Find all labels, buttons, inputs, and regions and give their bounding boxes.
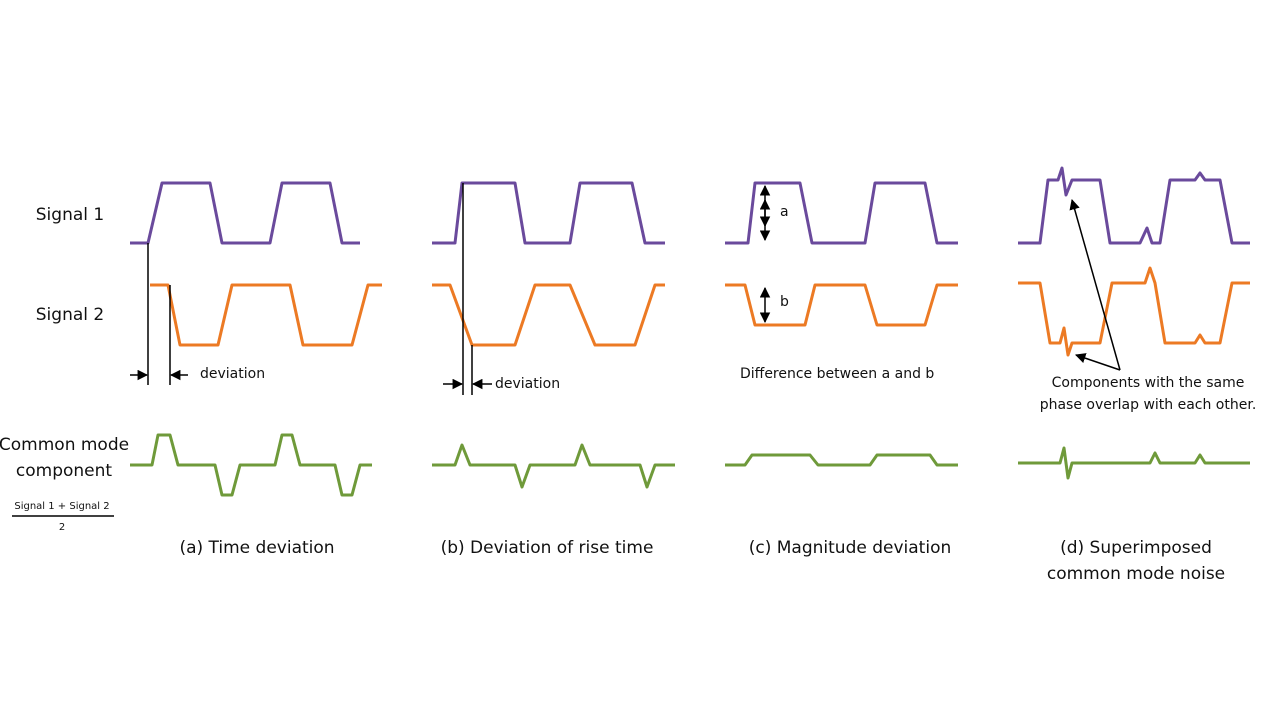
- signal1-wave: [725, 181, 958, 245]
- signal2-wave: [725, 283, 958, 327]
- signal2-wave: [150, 283, 382, 347]
- signal1-wave: [130, 181, 360, 245]
- annotation: Difference between a and b: [740, 366, 934, 382]
- label-a: a: [780, 204, 789, 220]
- common-wave: [130, 433, 372, 497]
- annotation: phase overlap with each other.: [1040, 397, 1257, 413]
- annotation: deviation: [495, 376, 560, 392]
- annotation: deviation: [200, 366, 265, 382]
- caption: (a) Time deviation: [179, 538, 334, 558]
- annotation: Components with the same: [1052, 375, 1245, 391]
- label-b: b: [780, 294, 789, 310]
- arrow: [1075, 353, 1121, 371]
- common-wave: [725, 453, 958, 467]
- row-label: Signal 1: [36, 205, 104, 225]
- signal2-wave: [432, 283, 665, 347]
- row-label: Signal 2: [36, 305, 104, 325]
- common-wave: [432, 443, 675, 489]
- caption: (b) Deviation of rise time: [441, 538, 654, 558]
- common-wave: [1018, 446, 1250, 480]
- formula-numerator: Signal 1 + Signal 2: [14, 501, 109, 512]
- caption: (d) Superimposed: [1060, 538, 1212, 558]
- formula-denominator: 2: [59, 522, 65, 533]
- signal1-wave: [1018, 166, 1250, 245]
- signal2-wave: [1018, 266, 1250, 357]
- caption: common mode noise: [1047, 564, 1225, 584]
- row-label: component: [16, 461, 113, 481]
- signal1-wave: [432, 181, 665, 245]
- caption: (c) Magnitude deviation: [749, 538, 952, 558]
- row-label: Common mode: [0, 435, 129, 455]
- arrow: [1069, 198, 1121, 371]
